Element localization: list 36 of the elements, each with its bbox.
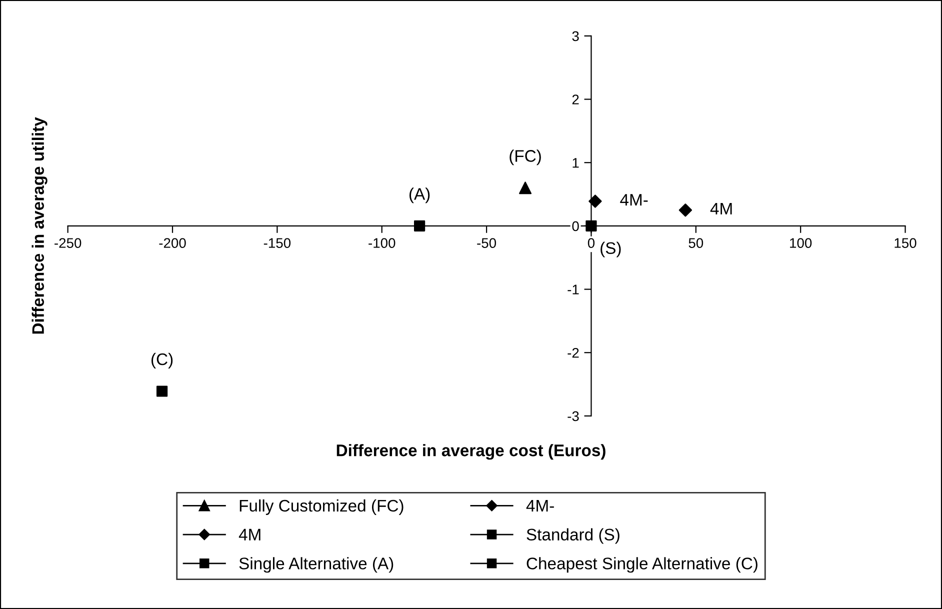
annotation: 4M- bbox=[620, 194, 648, 206]
annotation: (C) bbox=[152, 352, 173, 368]
legend-label: 4M bbox=[238, 528, 260, 540]
y-tick-label: -1 bbox=[568, 284, 579, 294]
x-tick-label: 100 bbox=[790, 238, 812, 248]
y-tick-label: -2 bbox=[568, 348, 579, 358]
annotation: 4M bbox=[710, 202, 732, 214]
x-tick-label: -50 bbox=[477, 238, 496, 248]
point bbox=[588, 194, 602, 208]
legend-label: 4M- bbox=[526, 500, 554, 512]
legend-label: Single Alternative (A) bbox=[239, 557, 394, 573]
x-tick-label: 0 bbox=[588, 238, 595, 248]
point bbox=[586, 220, 597, 232]
y-tick-label: -3 bbox=[568, 411, 579, 422]
point bbox=[678, 204, 692, 217]
y-axis-title: Difference in average utility bbox=[32, 117, 48, 334]
point bbox=[519, 182, 532, 194]
y-tick-label: 0 bbox=[572, 221, 579, 232]
x-tick-label: -200 bbox=[159, 238, 186, 248]
point bbox=[156, 386, 168, 397]
x-tick-label: -100 bbox=[368, 238, 396, 248]
x-tick-label: -250 bbox=[54, 238, 82, 248]
x-axis-title: Difference in average cost (Euros) bbox=[336, 444, 606, 460]
y-tick-label: 2 bbox=[572, 94, 579, 104]
legend-label: Standard (S) bbox=[526, 528, 620, 544]
y-tick-label: 1 bbox=[572, 158, 579, 168]
y-tick-label: 3 bbox=[572, 31, 579, 42]
x-tick-label: -150 bbox=[264, 238, 291, 248]
annotation: (S) bbox=[600, 242, 621, 258]
annotation: (FC) bbox=[510, 150, 541, 166]
point bbox=[414, 220, 426, 232]
x-tick-label: 50 bbox=[688, 238, 704, 248]
legend-label: Cheapest Single Alternative (C) bbox=[526, 557, 758, 573]
x-tick-label: 150 bbox=[894, 238, 916, 248]
annotation: (A) bbox=[409, 188, 430, 204]
legend-label: Fully Customized (FC) bbox=[240, 499, 404, 515]
